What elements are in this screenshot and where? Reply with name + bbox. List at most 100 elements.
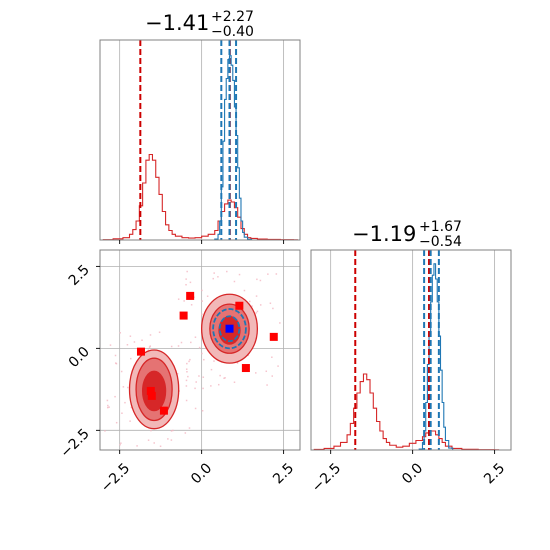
sample-point — [108, 406, 110, 408]
sample-point — [265, 370, 268, 373]
sample-point — [201, 300, 203, 302]
x-tick-label: 0.0 — [399, 460, 426, 487]
sample-point — [176, 372, 179, 375]
hist-series-red — [102, 153, 298, 240]
sample-point — [233, 280, 236, 283]
sample-point — [202, 387, 204, 390]
sample-point — [201, 313, 203, 316]
y-tick-label: 2.5 — [66, 262, 93, 289]
marker-red-square — [159, 406, 168, 415]
sample-point — [236, 362, 239, 364]
sample-point — [119, 332, 122, 334]
axes-frame — [99, 249, 301, 451]
hist-series-blue — [418, 263, 454, 450]
marker-blue-square — [225, 324, 234, 333]
sample-point — [251, 305, 253, 307]
tick-marks — [330, 450, 496, 454]
sample-point — [185, 278, 187, 280]
sample-point — [185, 385, 188, 387]
sample-point — [217, 276, 219, 278]
sample-point — [106, 399, 109, 402]
x-tick-label: −2.5 — [309, 460, 344, 495]
sample-point — [186, 371, 188, 373]
sample-point — [224, 377, 226, 379]
sample-point — [177, 345, 180, 347]
y-tick-label: 0.0 — [66, 344, 93, 371]
sample-point — [190, 304, 193, 306]
sample-point — [279, 322, 281, 324]
sample-point — [194, 387, 196, 390]
sample-point — [185, 399, 188, 402]
sample-point — [210, 368, 213, 371]
sample-point — [180, 341, 183, 344]
grid — [100, 250, 300, 450]
sample-point — [219, 374, 221, 377]
sample-point — [186, 270, 188, 273]
title-param1-value: −1.41 — [145, 11, 209, 35]
sample-point — [114, 354, 117, 357]
sample-point — [122, 386, 125, 388]
title-param1-lower: −0.40 — [211, 24, 254, 40]
sample-point — [115, 362, 118, 365]
sample-point — [170, 430, 173, 432]
sample-point — [129, 335, 132, 337]
sample-point — [147, 439, 150, 441]
sample-point — [255, 295, 258, 297]
y-tick-label: −2.5 — [57, 426, 92, 461]
sample-point — [198, 375, 200, 377]
sample-point — [213, 272, 215, 274]
sample-point — [120, 442, 122, 444]
sample-point — [259, 304, 262, 306]
marker-red-square — [147, 391, 156, 400]
sample-point — [170, 439, 173, 441]
sample-point — [130, 357, 132, 360]
panel-joint-2d: −2.5 0.0 2.5 2.5 0.0 −2.5 — [57, 249, 301, 496]
sample-point — [194, 336, 197, 338]
panel-hist-param1: −1.41 +2.27 −0.40 — [99, 9, 301, 244]
hist-series-red — [313, 373, 500, 450]
sample-point — [269, 302, 272, 305]
panel-hist-param2: −2.5 0.0 2.5 −1.19 +1.67 −0.54 — [309, 219, 512, 496]
sample-point — [159, 445, 162, 448]
sample-point — [223, 377, 225, 380]
sample-point — [247, 354, 250, 357]
sample-point — [104, 430, 106, 432]
sample-point — [266, 384, 268, 386]
x-tick-label: 2.5 — [481, 460, 508, 487]
marker-red-square — [241, 364, 250, 373]
sample-point — [188, 427, 191, 429]
sample-point — [129, 420, 131, 422]
sample-point — [243, 289, 246, 292]
sample-point — [149, 334, 152, 336]
sample-point — [201, 352, 203, 355]
tick-marks — [119, 240, 285, 244]
sample-point — [120, 370, 123, 373]
sample-point — [233, 381, 236, 383]
sample-point — [127, 386, 129, 389]
sample-point — [217, 383, 220, 386]
sample-point — [185, 379, 188, 382]
sample-point — [136, 445, 138, 447]
sample-point — [213, 360, 215, 362]
x-tick-labels: −2.5 0.0 2.5 — [309, 460, 508, 495]
hist-series-blue — [214, 55, 253, 240]
sample-point — [206, 295, 209, 297]
axes-frame — [310, 249, 512, 451]
sample-point — [188, 360, 190, 363]
sample-point — [109, 344, 112, 346]
sample-point — [201, 289, 203, 292]
sample-point — [150, 429, 152, 432]
sample-point — [189, 281, 192, 284]
sample-point — [190, 341, 192, 344]
sample-point — [187, 375, 189, 378]
marker-red-square — [136, 347, 145, 356]
sample-point — [121, 412, 123, 414]
sample-point — [119, 443, 121, 446]
contour-blue — [212, 308, 247, 350]
sample-point — [212, 277, 214, 280]
sample-point — [148, 346, 151, 348]
sample-point — [115, 421, 118, 424]
marker-red-square — [186, 291, 195, 300]
sample-point — [172, 429, 174, 432]
